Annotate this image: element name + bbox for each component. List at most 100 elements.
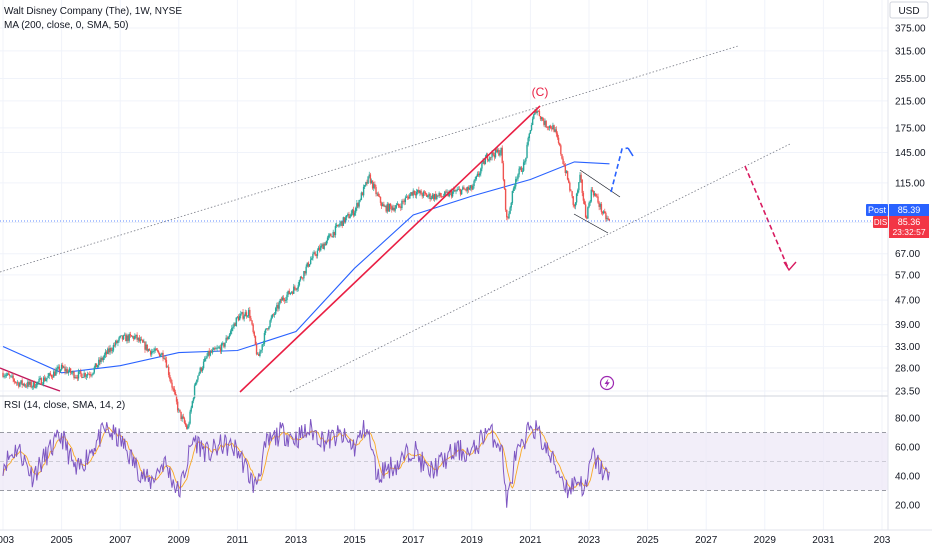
candle-body xyxy=(57,366,59,369)
forecast-down-arrowhead xyxy=(783,261,797,272)
candle-body xyxy=(6,373,9,375)
candle-body xyxy=(138,337,141,342)
candle-body xyxy=(578,182,580,191)
candle-body xyxy=(391,206,393,210)
candle-body xyxy=(507,217,509,219)
candle-body xyxy=(215,348,217,350)
candle-body xyxy=(582,192,585,201)
candle-body xyxy=(370,180,373,183)
candle-body xyxy=(473,180,475,186)
candle-body xyxy=(16,382,19,384)
candle-body xyxy=(7,373,10,376)
candle-body xyxy=(243,316,245,319)
candle-body xyxy=(267,328,269,330)
candle-body xyxy=(353,212,356,216)
candle-body xyxy=(149,350,152,355)
candle-body xyxy=(53,371,55,378)
candle-body xyxy=(560,145,562,155)
candle-body xyxy=(208,350,210,356)
candle-body xyxy=(227,337,230,340)
candle-body xyxy=(71,372,73,374)
candle-body xyxy=(481,163,483,169)
candle-body xyxy=(403,201,405,203)
candle-body xyxy=(592,191,595,196)
time-tick-label: 2017 xyxy=(402,535,425,546)
candle-body xyxy=(4,375,6,377)
candle-body xyxy=(320,245,322,251)
candle-body xyxy=(193,385,196,399)
candle-body xyxy=(325,240,328,246)
candle-body xyxy=(516,178,518,180)
candle-body xyxy=(98,359,100,366)
candle-body xyxy=(300,276,303,278)
candle-body xyxy=(183,418,186,423)
candle-body xyxy=(210,351,213,353)
currency-box[interactable] xyxy=(889,1,929,19)
candle-body xyxy=(121,335,124,340)
candle-body xyxy=(600,204,603,212)
candle-body xyxy=(175,395,178,402)
candle-body xyxy=(568,179,570,183)
candle-body xyxy=(36,382,38,388)
price-tick-label: 145.00 xyxy=(895,148,926,159)
forecast-arrows xyxy=(610,147,797,272)
candle-body xyxy=(74,377,76,378)
candle-body xyxy=(554,129,556,132)
candle-body xyxy=(38,378,40,382)
candle-body xyxy=(435,194,437,199)
candle-body xyxy=(137,337,139,340)
candle-body xyxy=(364,185,366,187)
candle-body xyxy=(365,182,367,186)
candle-body xyxy=(468,188,471,190)
candle-body xyxy=(329,234,331,236)
candle-body xyxy=(73,371,75,378)
candle-body xyxy=(596,196,598,197)
price-series xyxy=(2,108,610,430)
candle-body xyxy=(81,373,83,379)
lightning-icon[interactable] xyxy=(599,375,615,391)
rsi-tick-label: 80.00 xyxy=(895,414,920,425)
candle-body xyxy=(173,388,175,392)
candle-body xyxy=(406,196,409,198)
candle-body xyxy=(191,401,194,408)
candle-body xyxy=(515,179,517,187)
ma-legend[interactable]: MA (200, close, 0, SMA, 50) xyxy=(4,20,129,31)
price-tick-label: 47.00 xyxy=(895,296,920,307)
candle-body xyxy=(457,188,459,190)
price-axis[interactable] xyxy=(888,0,932,530)
candle-body xyxy=(355,208,357,213)
candle-body xyxy=(477,173,480,176)
candle-body xyxy=(482,160,484,164)
candle-body xyxy=(213,348,215,350)
candle-body xyxy=(231,328,233,332)
candle-body xyxy=(344,217,347,223)
time-axis-ticks[interactable]: 2003 2005 2007 2009 2011 2013 2015 2017 2019 2021… xyxy=(0,535,891,546)
candle-body xyxy=(509,207,511,214)
candle-body xyxy=(167,366,170,375)
candle-body xyxy=(31,386,33,388)
rsi-legend[interactable]: RSI (14, close, SMA, 14, 2) xyxy=(4,400,125,411)
candle-body xyxy=(512,188,515,191)
candle-body xyxy=(176,401,179,411)
candle-body xyxy=(84,373,86,377)
candle-body xyxy=(195,382,197,386)
candle-body xyxy=(236,316,239,318)
candle-body xyxy=(59,369,62,372)
candle-body xyxy=(85,375,88,377)
symbol-title[interactable]: Walt Disney Company (The), 1W, NYSE xyxy=(4,6,182,17)
candle-body xyxy=(56,368,58,371)
candle-body xyxy=(347,214,349,216)
candle-body xyxy=(48,373,50,376)
candle-body xyxy=(595,193,597,197)
candle-body xyxy=(539,116,542,120)
candle-body xyxy=(244,312,246,317)
candle-body xyxy=(486,154,489,161)
candle-body xyxy=(42,377,45,385)
candle-body xyxy=(127,335,129,341)
candle-body xyxy=(336,224,339,226)
candle-body xyxy=(413,190,416,194)
candle-body xyxy=(303,271,305,279)
candle-body xyxy=(376,193,378,195)
candle-body xyxy=(466,187,468,191)
